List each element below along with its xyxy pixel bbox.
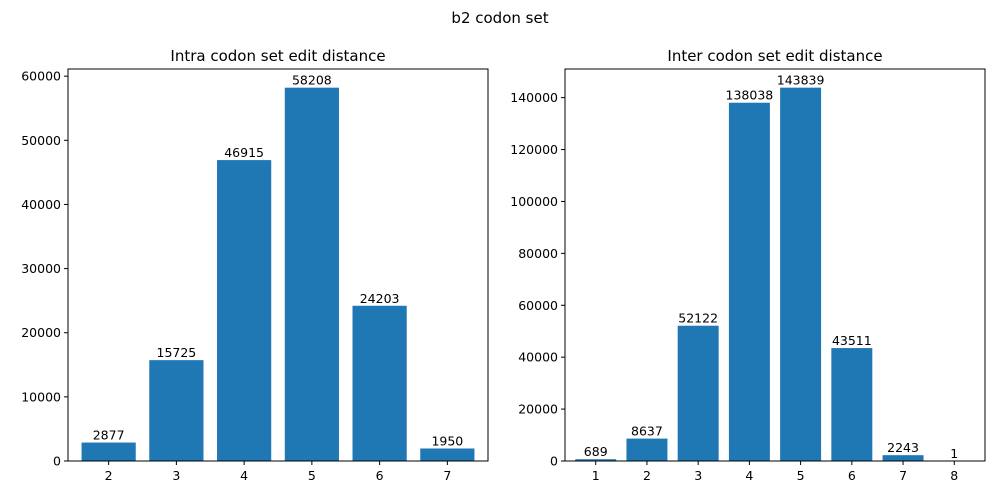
y-tick-label: 100000 bbox=[510, 194, 558, 209]
x-tick-label: 2 bbox=[643, 468, 651, 483]
x-tick-label: 3 bbox=[172, 468, 180, 483]
x-tick-label: 1 bbox=[592, 468, 600, 483]
bar-value-label: 1 bbox=[950, 446, 958, 461]
y-tick-label: 140000 bbox=[510, 90, 558, 105]
bar-4 bbox=[728, 102, 770, 461]
figure-suptitle: b2 codon set bbox=[451, 9, 548, 27]
bar-value-label: 1950 bbox=[431, 433, 463, 448]
bar-6 bbox=[352, 305, 407, 461]
y-tick-label: 60000 bbox=[21, 69, 61, 84]
bar-value-label: 46915 bbox=[224, 145, 264, 160]
x-tick-label: 6 bbox=[376, 468, 384, 483]
y-tick-label: 20000 bbox=[21, 325, 61, 340]
bar-2 bbox=[81, 442, 136, 461]
y-tick-label: 80000 bbox=[518, 246, 558, 261]
x-tick-label: 7 bbox=[443, 468, 451, 483]
x-tick-label: 7 bbox=[899, 468, 907, 483]
bar-value-label: 24203 bbox=[360, 291, 400, 306]
y-tick-label: 120000 bbox=[510, 142, 558, 157]
x-tick-label: 5 bbox=[797, 468, 805, 483]
intra-codon-chart: Intra codon set edit distance 2877 15725 4… bbox=[21, 47, 489, 483]
bar-3 bbox=[149, 360, 204, 461]
chart-title: Inter codon set edit distance bbox=[667, 47, 882, 65]
bar-value-label: 15725 bbox=[157, 345, 197, 360]
bar-2 bbox=[626, 438, 668, 461]
y-tick-label: 10000 bbox=[21, 389, 61, 404]
axes-frame bbox=[564, 68, 986, 462]
y-tick-label: 40000 bbox=[21, 197, 61, 212]
y-tick-label: 30000 bbox=[21, 261, 61, 276]
x-tick-label: 4 bbox=[745, 468, 753, 483]
y-tick-label: 50000 bbox=[21, 133, 61, 148]
inter-codon-chart: Inter codon set edit distance 6898637521… bbox=[510, 47, 986, 483]
bar-value-label: 138038 bbox=[726, 88, 774, 103]
x-tick-label: 5 bbox=[308, 468, 316, 483]
bar-4 bbox=[217, 160, 272, 461]
bar-7 bbox=[882, 455, 924, 461]
bar-5 bbox=[284, 87, 339, 461]
bar-1 bbox=[575, 459, 617, 461]
y-tick-label: 0 bbox=[550, 454, 558, 469]
bar-6 bbox=[831, 348, 873, 461]
bar-value-label: 2877 bbox=[93, 428, 125, 443]
x-tick-label: 4 bbox=[240, 468, 248, 483]
x-tick-label: 2 bbox=[105, 468, 113, 483]
x-tick-label: 6 bbox=[848, 468, 856, 483]
bar-3 bbox=[677, 325, 719, 461]
x-tick-label: 3 bbox=[694, 468, 702, 483]
bar-5 bbox=[780, 87, 822, 461]
bar-value-label: 58208 bbox=[292, 73, 332, 88]
bar-value-label: 43511 bbox=[832, 333, 872, 348]
y-tick-label: 20000 bbox=[518, 402, 558, 417]
bar-value-label: 143839 bbox=[777, 73, 825, 88]
axes-frame bbox=[67, 68, 489, 462]
y-tick-label: 0 bbox=[53, 454, 61, 469]
y-tick-label: 40000 bbox=[518, 350, 558, 365]
bar-value-label: 8637 bbox=[631, 424, 663, 439]
bar-value-label: 689 bbox=[584, 444, 608, 459]
bar-value-label: 52122 bbox=[678, 311, 718, 326]
bar-7 bbox=[420, 448, 475, 461]
bar-value-label: 2243 bbox=[887, 440, 919, 455]
y-tick-label: 60000 bbox=[518, 298, 558, 313]
chart-title: Intra codon set edit distance bbox=[170, 47, 385, 65]
x-tick-label: 8 bbox=[950, 468, 958, 483]
